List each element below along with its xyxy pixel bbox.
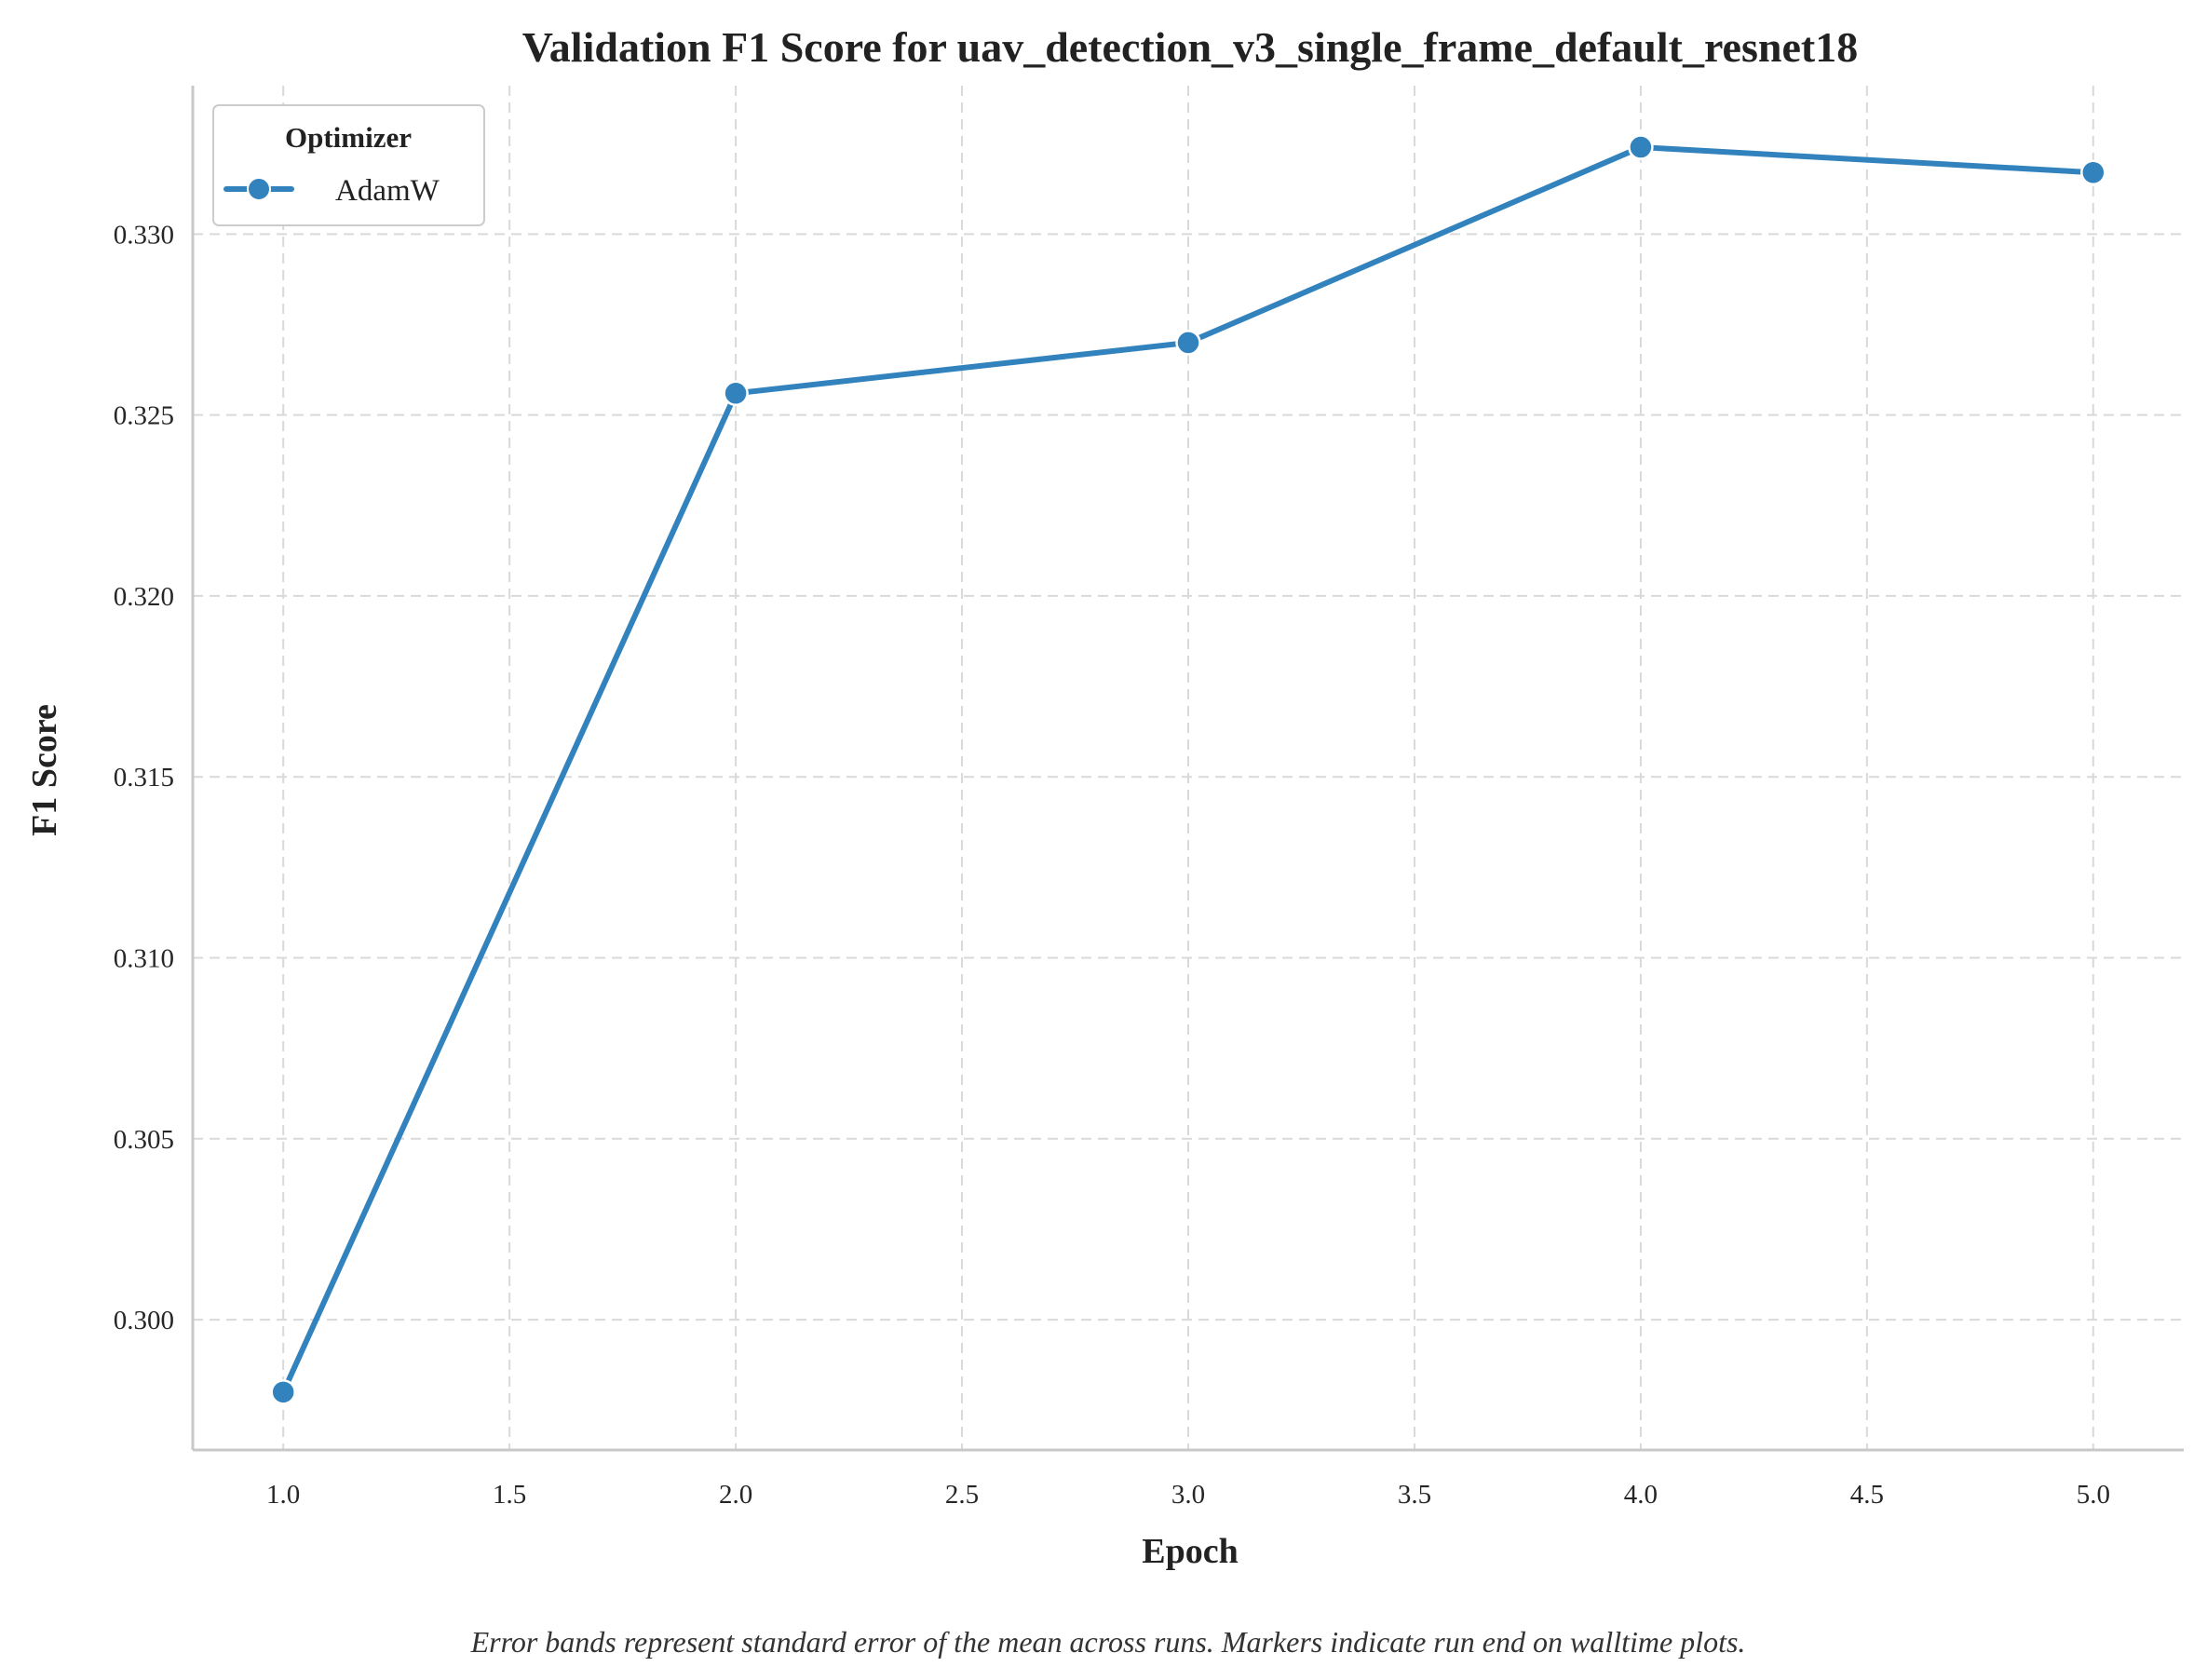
y-tick-label: 0.310 xyxy=(114,944,174,974)
x-tick-label: 4.5 xyxy=(1850,1480,1884,1510)
x-tick-label: 3.0 xyxy=(1171,1480,1205,1510)
legend-box xyxy=(212,104,485,226)
x-tick-label: 1.5 xyxy=(493,1480,526,1510)
y-axis-label: F1 Score xyxy=(25,704,64,836)
chart-title: Validation F1 Score for uav_detection_v3… xyxy=(522,23,1858,71)
x-tick-label: 1.0 xyxy=(266,1480,300,1510)
data-point-marker xyxy=(2080,159,2106,186)
x-axis-ticks: 1.0 1.5 2.0 2.5 3.0 3.5 4.0 4.5 5.0 xyxy=(266,1480,2110,1510)
grid xyxy=(193,86,2184,1450)
x-tick-label: 4.0 xyxy=(1624,1480,1658,1510)
y-tick-label: 0.325 xyxy=(114,401,174,431)
y-tick-label: 0.320 xyxy=(114,582,174,612)
x-tick-label: 5.0 xyxy=(2077,1480,2110,1510)
data-point-marker xyxy=(1175,330,1201,356)
y-axis-ticks: 0.300 0.305 0.310 0.315 0.320 0.325 0.330 xyxy=(114,220,174,1335)
series-layer xyxy=(270,134,2106,1405)
y-tick-label: 0.305 xyxy=(114,1125,174,1155)
y-tick-label: 0.300 xyxy=(114,1306,174,1335)
data-point-marker xyxy=(1628,134,1654,160)
legend-marker-swatch xyxy=(247,177,271,201)
x-tick-label: 2.5 xyxy=(945,1480,979,1510)
data-point-marker xyxy=(270,1379,296,1405)
data-point-marker xyxy=(723,380,749,407)
figure-caption: Error bands represent standard error of … xyxy=(470,1625,1746,1659)
axes-spines xyxy=(191,86,2184,1452)
x-tick-label: 2.0 xyxy=(719,1480,752,1510)
x-axis-label: Epoch xyxy=(1142,1532,1238,1571)
x-tick-label: 3.5 xyxy=(1398,1480,1431,1510)
legend-entry-label: AdamW xyxy=(335,174,440,208)
legend-title: Optimizer xyxy=(285,121,412,154)
y-tick-label: 0.315 xyxy=(114,763,174,793)
y-tick-label: 0.330 xyxy=(114,220,174,250)
legend: Optimizer AdamW xyxy=(212,104,485,226)
